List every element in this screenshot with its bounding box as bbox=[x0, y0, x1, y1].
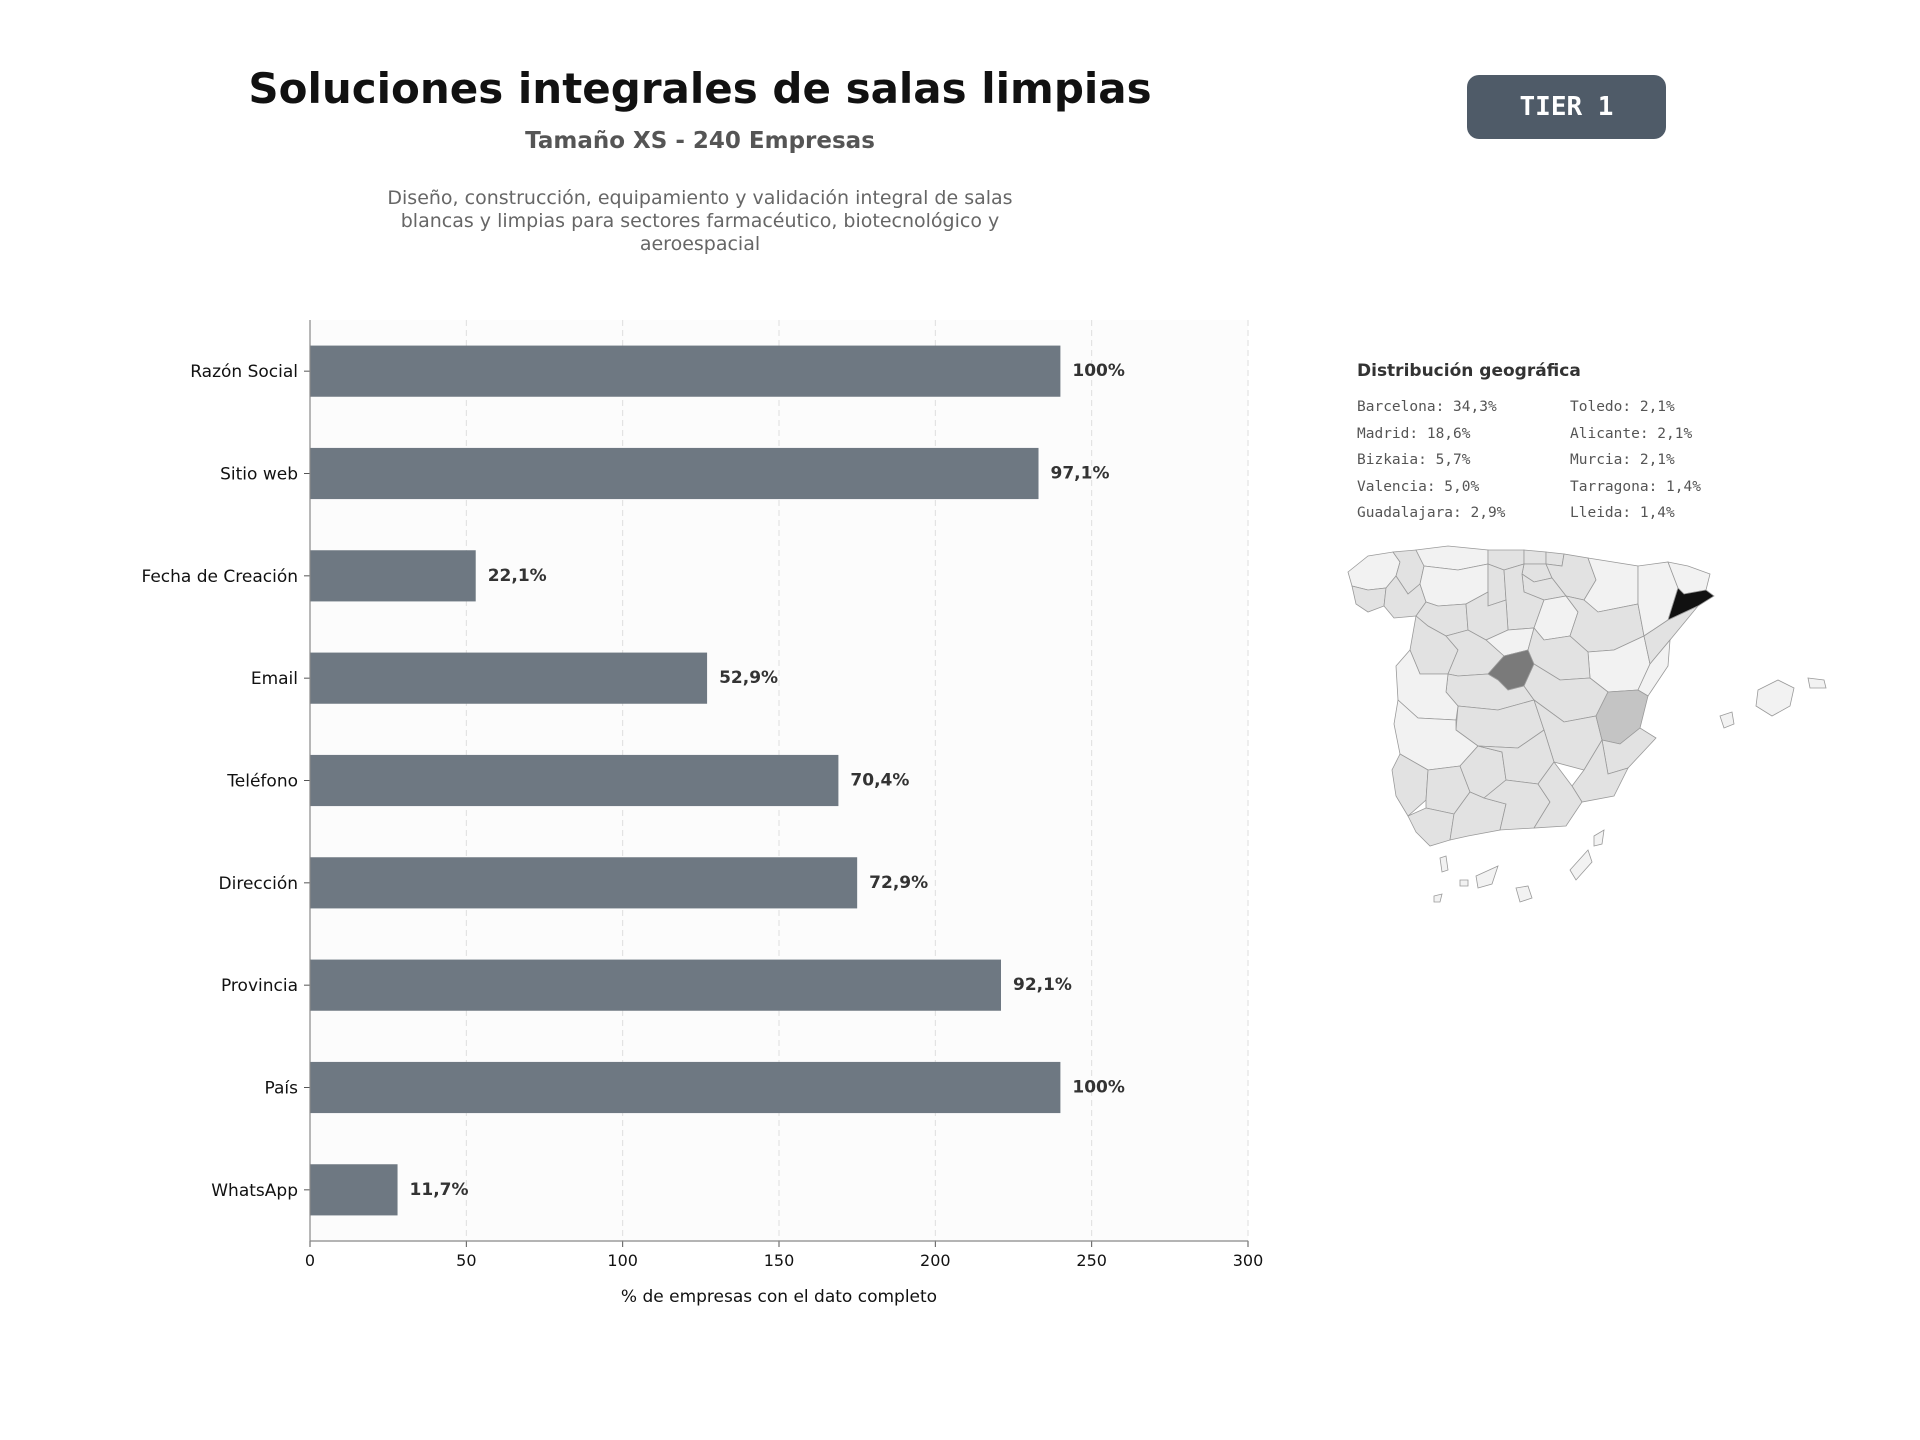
island-la-palma bbox=[1439, 855, 1449, 873]
y-tick-label: Dirección bbox=[219, 874, 298, 894]
completeness-bar-chart: 0 50 100 150 200 250 300 Razón Social 100% Sitio … bbox=[141, 320, 1264, 1307]
data-label: 11,7% bbox=[410, 1180, 469, 1200]
province-gipuzkoa bbox=[1545, 551, 1565, 567]
bar bbox=[310, 345, 1061, 397]
y-tick-label: WhatsApp bbox=[211, 1181, 298, 1201]
bar bbox=[310, 857, 858, 909]
y-tick-label: Provincia bbox=[221, 976, 298, 996]
y-tick-label: Teléfono bbox=[226, 772, 298, 792]
data-label: 70,4% bbox=[850, 771, 909, 791]
y-tick-label: País bbox=[265, 1079, 299, 1099]
geo-item: Alicante: 2,1% bbox=[1570, 425, 1693, 442]
page-description: Diseño, construcción, equipamiento y val… bbox=[387, 187, 1013, 255]
x-tick-label: 0 bbox=[305, 1251, 315, 1270]
province-bizkaia bbox=[1523, 549, 1547, 565]
island-gomera bbox=[1459, 879, 1469, 887]
bar bbox=[310, 447, 1039, 500]
geo-list: Barcelona: 34,3% Toledo: 2,1% Madrid: 18… bbox=[1357, 397, 1777, 524]
province-almeria bbox=[1533, 761, 1583, 829]
spain-province-map bbox=[1347, 545, 1827, 903]
bar bbox=[310, 652, 708, 704]
x-tick-label: 100 bbox=[607, 1251, 638, 1270]
province-tarragona bbox=[1643, 605, 1699, 665]
data-label: 100% bbox=[1072, 361, 1125, 381]
province-caceres bbox=[1395, 649, 1459, 721]
page-subtitle: Tamaño XS - 240 Empresas bbox=[525, 128, 875, 154]
x-tick-label: 300 bbox=[1233, 1251, 1264, 1270]
island-lanzarote bbox=[1593, 829, 1605, 847]
x-tick-label: 200 bbox=[920, 1251, 951, 1270]
geo-item: Barcelona: 34,3% bbox=[1357, 399, 1497, 415]
geo-item: Valencia: 5,0% bbox=[1357, 478, 1480, 495]
bar bbox=[310, 754, 839, 807]
data-label: 52,9% bbox=[719, 668, 778, 688]
x-axis-label: % de empresas con el dato completo bbox=[621, 1287, 937, 1307]
island-fuerteventura bbox=[1569, 849, 1593, 881]
geo-item: Guadalajara: 2,9% bbox=[1357, 505, 1506, 521]
data-label: 97,1% bbox=[1051, 464, 1110, 484]
y-tick-label: Email bbox=[251, 669, 298, 689]
bar bbox=[310, 959, 1001, 1011]
y-tick-label: Fecha de Creación bbox=[141, 567, 298, 587]
province-palencia bbox=[1487, 563, 1507, 607]
y-tick-label: Sitio web bbox=[220, 465, 298, 485]
data-label: 72,9% bbox=[869, 873, 928, 893]
bar bbox=[310, 1061, 1061, 1114]
y-tick-label: Razón Social bbox=[190, 362, 298, 382]
data-label: 22,1% bbox=[488, 566, 547, 586]
province-pontevedra bbox=[1351, 585, 1387, 613]
bar bbox=[310, 1164, 398, 1216]
island-gran-canaria bbox=[1515, 885, 1533, 903]
bar bbox=[310, 550, 476, 602]
x-tick-label: 150 bbox=[764, 1251, 795, 1270]
island-menorca bbox=[1807, 677, 1827, 689]
geo-item: Lleida: 1,4% bbox=[1570, 505, 1675, 521]
geo-item: Murcia: 2,1% bbox=[1570, 452, 1675, 468]
page-title: Soluciones integrales de salas limpias bbox=[248, 64, 1152, 113]
x-tick-label: 250 bbox=[1076, 1251, 1107, 1270]
island-tenerife bbox=[1475, 865, 1499, 889]
data-label: 92,1% bbox=[1013, 975, 1072, 995]
geo-item: Tarragona: 1,4% bbox=[1570, 478, 1701, 495]
geo-title: Distribución geográfica bbox=[1357, 361, 1581, 381]
geo-item: Toledo: 2,1% bbox=[1570, 399, 1675, 415]
province-cadiz bbox=[1407, 807, 1455, 847]
data-label: 100% bbox=[1072, 1078, 1125, 1098]
tier-badge: TIER 1 bbox=[1467, 75, 1666, 139]
island-mallorca bbox=[1755, 679, 1795, 717]
geo-item: Bizkaia: 5,7% bbox=[1357, 452, 1471, 468]
geo-item: Madrid: 18,6% bbox=[1357, 425, 1471, 442]
island-hierro bbox=[1433, 893, 1443, 903]
island-ibiza bbox=[1719, 711, 1735, 729]
x-tick-label: 50 bbox=[456, 1251, 476, 1270]
